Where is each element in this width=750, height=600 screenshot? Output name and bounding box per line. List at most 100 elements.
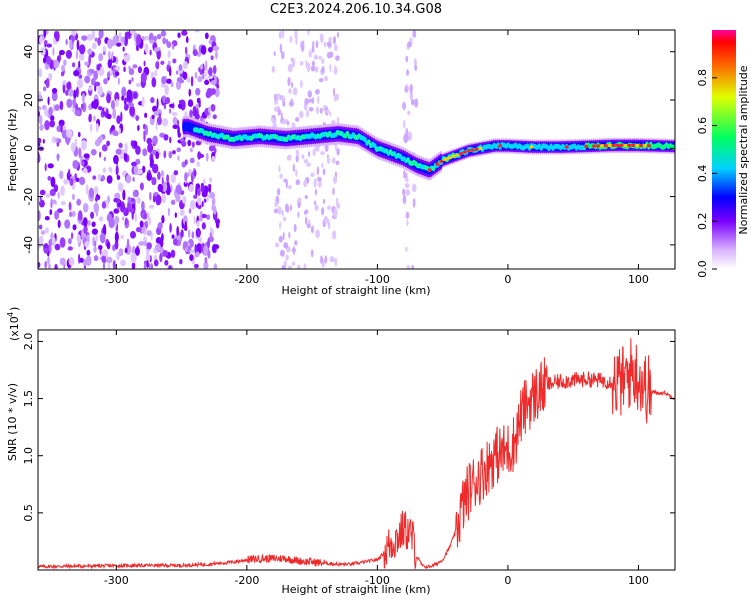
spectrogram-noise-cell [73,89,77,100]
spectrogram-noise-cell [71,193,75,201]
spectrogram-ridge-peak [447,156,452,160]
spectrogram-noise-cell [194,71,198,79]
spectrogram-noise-cell [168,66,172,77]
spectrogram-noise-cell [199,64,204,70]
spectrogram-noise-cell [301,154,305,160]
spectrogram-noise-cell [155,151,160,160]
spectrogram-ridge-peak [595,144,600,148]
spectrogram-noise-cell [279,43,283,54]
spectrogram-noise-cell [146,172,152,181]
spectrogram-noise-cell [193,170,197,177]
spectrogram-noise-cell [180,229,184,238]
spectrogram-noise-cell [197,203,202,210]
spectrogram-noise-cell [120,111,123,122]
spectrogram-noise-cell [210,103,216,112]
spectrogram-noise-cell [84,75,91,84]
spectrogram-noise-cell [306,223,311,229]
spectrogram-noise-cell [94,240,97,247]
spectrogram-noise-cell [57,208,63,213]
spectrogram-noise-cell [51,236,56,247]
snr-scale-exponent: 4 [6,312,15,317]
spectrogram-noise-cell [207,106,211,114]
spectrogram-ridge-peak [623,143,628,147]
spectrogram-noise-cell [321,58,325,64]
spectrogram-noise-cell [335,197,339,206]
spectrogram-noise-cell [75,49,78,60]
spectrogram-noise-cell [335,160,340,166]
spectrogram-noise-cell [138,241,145,246]
spectrogram-noise-cell [78,253,81,264]
spectrogram-noise-cell [323,75,328,82]
spectrogram-noise-cell [91,101,95,109]
spectrogram-noise-cell [211,244,217,254]
spectrogram-noise-cell [40,230,46,235]
spectrogram-noise-cell [313,178,317,188]
spectrogram-noise-cell [193,263,199,269]
spectrogram-noise-cell [333,44,338,52]
spectrogram-noise-cell [131,77,134,82]
spectrogram-noise-cell [98,53,104,62]
spectrogram-noise-cell [42,104,47,110]
spectrogram-xtick-label: -100 [365,273,390,286]
spectrogram-noise-cell [120,259,126,267]
spectrogram-noise-cell [101,174,106,182]
spectrogram-noise-cell [210,55,214,60]
spectrogram-noise-cell [166,174,170,184]
spectrogram-noise-cell [58,119,65,127]
spectrogram-noise-cell [332,175,338,184]
spectrogram-noise-cell [316,176,322,182]
spectrogram-ridge-peak [435,162,440,166]
spectrogram-noise-cell [110,99,116,110]
spectrogram-noise-cell [38,110,41,117]
spectrogram-noise-cell [95,122,99,133]
spectrogram-noise-cell [146,211,150,222]
spectrogram-noise-cell [207,250,211,259]
spectrogram-noise-cell [124,142,128,154]
spectrogram-noise-cell [187,139,192,147]
spectrogram-noise-cell [191,231,195,239]
spectrogram-noise-cell [314,188,318,196]
spectrogram-noise-cell [179,258,183,265]
spectrogram-noise-cell [142,165,146,173]
spectrogram-noise-cell [135,82,142,88]
spectrogram-noise-cell [202,73,205,80]
spectrogram-noise-cell [163,104,166,110]
spectrogram-noise-cell [106,175,113,184]
spectrogram-noise-cell [194,113,200,121]
spectrogram-noise-cell [332,187,335,196]
spectrogram-noise-cell [120,234,124,240]
spectrogram-noise-cell [95,234,99,242]
spectrogram-noise-cell [123,151,128,162]
spectrogram-noise-cell [402,194,407,205]
spectrogram-noise-cell [106,93,111,104]
spectrogram-noise-cell [405,177,409,183]
spectrogram-noise-cell [42,138,45,144]
spectrogram-noise-cell [126,238,130,250]
spectrogram-noise-cell [128,102,135,108]
spectrogram-noise-cell [172,58,177,64]
spectrogram-ytick-label: -20 [22,188,35,206]
spectrogram-noise-cell [336,116,340,125]
spectrogram-noise-cell [324,255,328,264]
spectrogram-noise-cell [283,178,288,183]
spectrogram-noise-cell [39,195,42,204]
spectrogram-noise-cell [162,37,167,45]
spectrogram-noise-cell [196,228,201,238]
spectrogram-noise-cell [314,204,319,212]
spectrogram-noise-cell [283,260,287,267]
spectrogram-noise-cell [98,135,103,142]
spectrogram-noise-cell [155,121,158,131]
spectrogram-noise-cell [316,166,320,176]
spectrogram-noise-cell [72,224,77,231]
spectrogram-noise-cell [65,89,69,96]
spectrogram-noise-cell [303,180,308,188]
spectrogram-noise-cell [278,109,282,116]
spectrogram-noise-cell [136,197,141,204]
spectrogram-noise-cell [164,259,169,266]
spectrogram-noise-cell [195,87,201,96]
spectrogram-ridge-peak [470,148,475,152]
spectrogram-noise-cell [315,229,320,239]
spectrogram-noise-cell [171,150,176,155]
spectrogram-noise-cell [200,184,205,193]
